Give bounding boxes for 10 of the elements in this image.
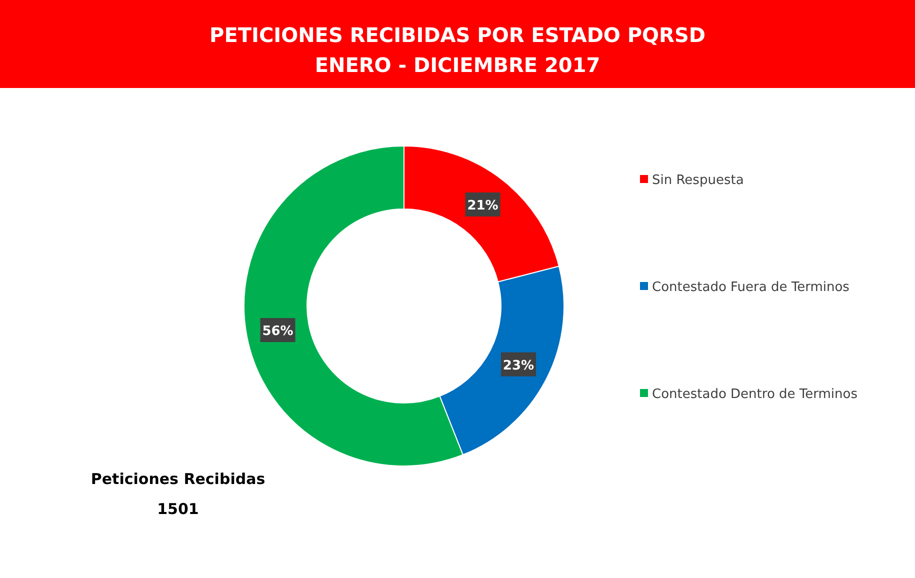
legend-label: Sin Respuesta bbox=[652, 173, 744, 188]
legend-label: Contestado Fuera de Terminos bbox=[652, 280, 850, 295]
data-label: 56% bbox=[262, 324, 294, 340]
chart-subtitle: ENERO - DICIEMBRE 2017 bbox=[314, 53, 600, 77]
legend-label: Contestado Dentro de Terminos bbox=[652, 387, 858, 402]
data-label: 23% bbox=[502, 358, 534, 374]
data-label: 21% bbox=[467, 198, 498, 214]
text: Peticiones Recibidas bbox=[90, 470, 266, 488]
chart-title: PETICIONES RECIBIDAS POR ESTADO PQRSD bbox=[210, 23, 706, 47]
text: 1501 bbox=[157, 500, 199, 518]
